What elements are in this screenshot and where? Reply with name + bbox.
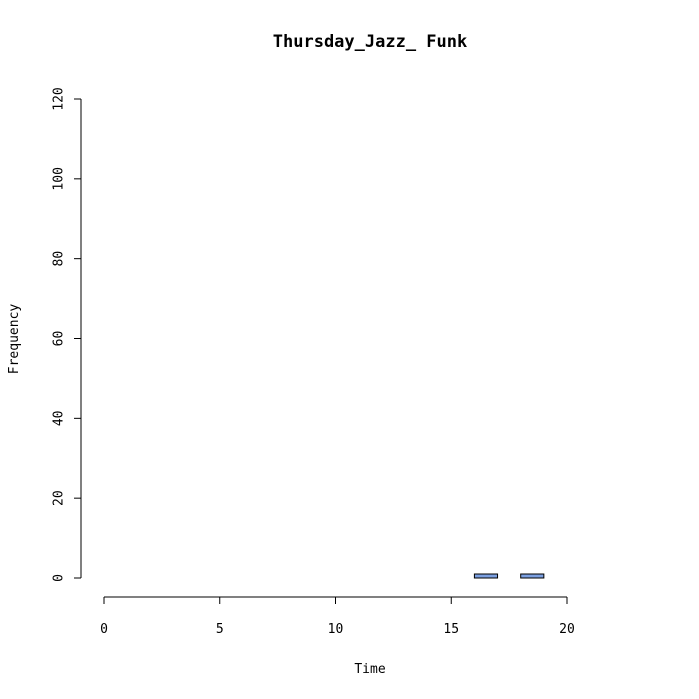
x-tick-label: 5 — [216, 622, 224, 637]
x-tick-label: 20 — [559, 622, 575, 637]
bar-hour-16 — [473, 573, 499, 579]
x-axis-label: Time — [354, 662, 385, 677]
y-tick-label: 60 — [52, 331, 67, 347]
x-tick-label: 0 — [100, 622, 108, 637]
y-tick-label: 80 — [52, 251, 67, 267]
y-axis: 0 20 40 60 80 100 120 — [52, 87, 82, 582]
y-tick-label: 40 — [52, 411, 67, 427]
bar-hour-18 — [520, 573, 545, 579]
bars-group — [473, 573, 545, 579]
chart-title: Thursday_Jazz_ Funk — [273, 32, 467, 52]
y-axis-label: Frequency — [7, 304, 22, 375]
y-tick-label: 0 — [52, 574, 67, 582]
y-tick-label: 100 — [52, 167, 67, 190]
x-tick-label: 10 — [328, 622, 344, 637]
y-tick-label: 120 — [52, 87, 67, 110]
y-tick-label: 20 — [52, 490, 67, 506]
x-tick-label: 15 — [443, 622, 459, 637]
x-axis: 0 5 10 15 20 — [100, 596, 575, 637]
